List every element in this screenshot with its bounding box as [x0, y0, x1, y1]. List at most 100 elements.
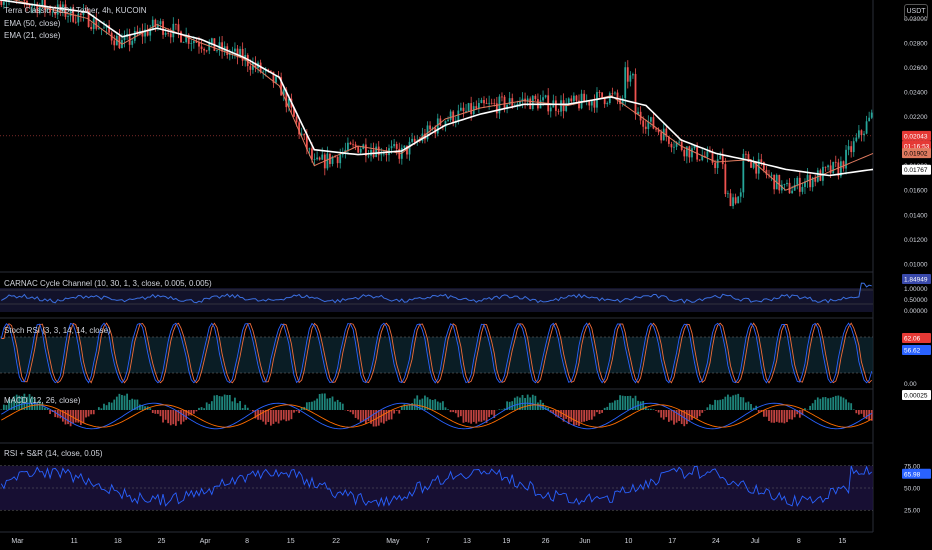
candle: [74, 14, 77, 25]
candle-body: [606, 103, 609, 105]
candle-body: [542, 97, 544, 101]
macd-hist-bar: [606, 406, 609, 410]
macd-hist-bar: [696, 410, 699, 419]
candle: [716, 154, 719, 175]
macd-hist-bar: [36, 402, 39, 410]
macd-hist-bar: [110, 402, 113, 410]
candle: [501, 92, 503, 102]
candle: [863, 131, 865, 142]
candle-body: [216, 50, 218, 51]
candle-body: [254, 62, 257, 69]
candle: [552, 94, 555, 108]
candle-body: [685, 146, 688, 157]
candle: [852, 137, 855, 157]
macd-hist-bar: [585, 410, 588, 421]
candle: [742, 148, 745, 198]
candle: [388, 144, 390, 162]
candle: [323, 152, 326, 176]
macd-hist-bar: [172, 410, 175, 425]
macd-hist-bar: [216, 395, 218, 410]
candle: [786, 179, 788, 187]
macd-hist-bar: [552, 410, 555, 414]
macd-hist-bar: [662, 410, 665, 420]
macd-hist-bar: [562, 410, 565, 422]
stoch-k-line: [0, 322, 873, 384]
macd-hist-bar: [608, 402, 611, 410]
candle: [870, 109, 873, 120]
candle-body: [359, 148, 362, 153]
candle-body: [827, 165, 829, 168]
candle-body: [857, 130, 860, 138]
macd-hist-bar: [329, 398, 331, 410]
candle-body: [429, 125, 431, 130]
candle-body: [0, 0, 3, 5]
candle: [531, 95, 534, 111]
macd-hist-bar: [113, 399, 116, 410]
macd-hist-bar: [90, 410, 93, 415]
candle: [144, 23, 146, 44]
macd-hist-bar: [64, 410, 67, 425]
candle: [809, 173, 811, 191]
macd-hist-bar: [277, 410, 280, 424]
macd-hist-bar: [300, 407, 303, 410]
candle: [298, 120, 301, 139]
candle-body: [218, 42, 221, 51]
candle-body: [162, 21, 164, 35]
candle-body: [398, 148, 401, 159]
macd-hist-bar: [475, 410, 478, 424]
candle-body: [660, 132, 663, 141]
candle: [465, 103, 467, 114]
candle-body: [85, 10, 87, 12]
candle: [652, 112, 655, 130]
candle-body: [308, 148, 311, 150]
candle: [180, 30, 182, 43]
candle-body: [198, 42, 200, 47]
candle: [495, 97, 498, 119]
candle: [498, 94, 501, 119]
macd-hist-bar: [657, 410, 660, 413]
macd-hist-bar: [82, 410, 85, 424]
candle-body: [205, 50, 208, 52]
macd-hist-bar: [498, 409, 501, 410]
macd-hist-bar: [285, 410, 288, 422]
candle-body: [169, 33, 172, 38]
macd-hist-bar: [436, 401, 439, 410]
candle-body: [837, 162, 840, 177]
candle-body: [56, 4, 59, 15]
candle: [372, 142, 375, 159]
candle: [200, 39, 203, 53]
macd-hist-bar: [829, 397, 832, 410]
candle-body: [82, 10, 85, 15]
candle: [768, 169, 770, 179]
carnac-axis-label: 1.00000: [904, 286, 928, 293]
candle-body: [439, 118, 442, 126]
candle-body: [783, 184, 786, 185]
macd-hist-bar: [621, 395, 624, 410]
candle-body: [485, 103, 488, 105]
candle-body: [295, 116, 298, 123]
macd-hist-bar: [598, 410, 601, 415]
macd-hist-bar: [762, 410, 765, 417]
candle-body: [347, 142, 349, 150]
macd-hist-bar: [85, 410, 87, 418]
macd-hist-bar: [154, 410, 157, 414]
macd-hist-bar: [167, 410, 170, 424]
rsi-tag-bg: [902, 468, 931, 479]
candle: [377, 141, 380, 161]
candle: [647, 115, 650, 136]
macd-hist-bar: [745, 402, 747, 410]
candle-body: [462, 107, 465, 112]
macd-hist-bar: [788, 410, 791, 420]
candle: [97, 21, 100, 30]
candle-body: [192, 41, 195, 44]
macd-hist-bar: [480, 410, 483, 422]
macd-hist-bar: [439, 402, 442, 410]
candle: [8, 0, 10, 6]
currency-button[interactable]: USDT: [904, 4, 928, 20]
candle-body: [334, 156, 336, 158]
candle-body: [174, 23, 177, 25]
candle: [624, 61, 627, 106]
candle-body: [36, 3, 39, 14]
macd-hist-bar: [721, 399, 724, 410]
